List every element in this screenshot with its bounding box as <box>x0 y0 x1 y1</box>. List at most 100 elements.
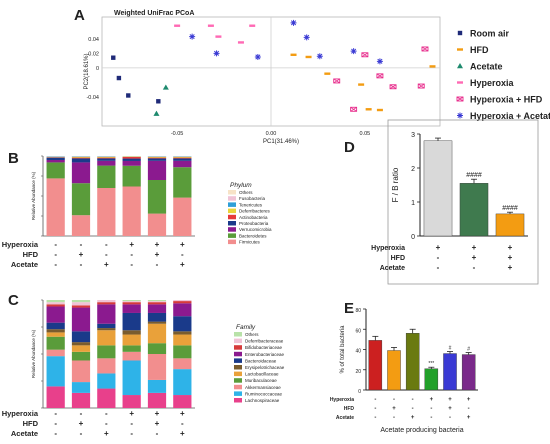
group-sign-hyperoxia: + <box>508 243 513 252</box>
stack-segment-firmicutes <box>97 188 116 236</box>
stack-legend-title: Family <box>236 324 256 331</box>
stack-segment-lachnospiraceae <box>97 388 116 408</box>
stack-segment-bifidobacteriaceae <box>147 302 167 305</box>
legend-marker-hyperoxia <box>457 81 463 84</box>
bar-y-tick-label: 0 <box>358 389 361 395</box>
pcoa-point-hyperoxia-acetate <box>189 33 196 40</box>
stack-segment-bifidobacteriaceae <box>173 301 192 304</box>
marker-box <box>361 52 369 58</box>
legend-swatch-lachnospiraceae <box>234 398 242 403</box>
stack-segment-bifidobacteriaceae <box>97 302 116 305</box>
row-label-hyperoxia: Hyperoxia <box>371 245 405 252</box>
legend-swatch-firmicutes <box>228 239 236 245</box>
stack-segment-others <box>147 300 167 302</box>
legend-swatch-enterobacteriaceae <box>234 351 242 357</box>
stack-segment-lachnospiraceae <box>122 395 141 408</box>
row-label-acetate: Acetate <box>380 265 405 272</box>
row-label-hyperoxia: Hyperoxia <box>2 240 39 249</box>
pcoa-point-hyperoxia-acetate <box>316 53 323 60</box>
legend-label-fusobacteria: Fusobacteria <box>239 196 266 201</box>
stack-segment-ruminococcaceae <box>147 379 167 393</box>
legend-swatch-actinobacteria <box>228 214 236 220</box>
group-sign-hfd: - <box>105 250 108 259</box>
group-sign-acetate: - <box>393 415 395 421</box>
pcoa-point-hyperoxia-hfd <box>376 73 384 79</box>
stack-segment-proteobacteria <box>147 158 167 161</box>
stack-segment-ruminococcaceae <box>46 356 65 387</box>
stack-segment-ruminococcaceae <box>173 369 192 396</box>
stack-segment-erysipelotrichaceae <box>122 330 141 335</box>
group-sign-hfd: - <box>412 406 414 412</box>
legend-label-firmicutes: Firmicutes <box>239 240 261 245</box>
pcoa-y-tick-label: 0.02 <box>88 51 99 57</box>
stack-segment-bacteroidetes <box>173 167 192 198</box>
legend-swatch-muribaculaceae <box>234 378 242 383</box>
stack-segment-erysipelotrichaceae <box>71 342 91 346</box>
legend-swatch-bacteroidaceae <box>234 358 242 363</box>
legend-label-deferribacteres: Deferribacteres <box>239 209 271 214</box>
marker-box <box>389 84 397 90</box>
panel-letter-c: C <box>8 292 19 309</box>
group-sign-hyperoxia: + <box>155 409 160 418</box>
group-sign-acetate: - <box>80 429 83 438</box>
pcoa-y-tick-label: -0.04 <box>86 95 99 101</box>
group-sign-hyperoxia: + <box>472 243 477 252</box>
group-sign-hyperoxia: + <box>180 409 185 418</box>
panel-letter-b: B <box>8 150 19 167</box>
legend-swatch-erysipelotrichaceae <box>234 365 242 370</box>
stack-segment-bacteroidetes <box>97 165 116 188</box>
stack-segment-ruminococcaceae <box>122 360 141 396</box>
legend-swatch-ruminococcaceae <box>234 391 242 396</box>
group-sign-acetate: - <box>437 263 440 272</box>
pcoa-point-hyperoxia <box>207 24 214 27</box>
stack-segment-akkermansiaceae <box>46 349 65 357</box>
stack-segment-bifidobacteriaceae <box>71 305 91 308</box>
bar-y-axis-label: % of total bacteria <box>340 325 346 374</box>
stack-segment-bacteroidetes <box>46 162 65 179</box>
bar-y-axis-label: F / B ratio <box>391 167 400 202</box>
marker-cross <box>350 106 357 112</box>
legend-label-verrucomicrobia: Verrucomicrobia <box>239 227 272 232</box>
marker-cross <box>361 52 369 58</box>
stack-segment-lactobacillaceae <box>46 332 65 337</box>
stack-segment-erysipelotrichaceae <box>173 331 192 335</box>
stack-segment-verrucomicrobia <box>147 160 167 180</box>
stack-segment-akkermansiaceae <box>97 358 116 374</box>
bar <box>424 368 439 391</box>
legend-label-actinobacteria: Actinobacteria <box>239 215 268 220</box>
legend-marker-acetate <box>457 63 463 69</box>
legend-label-hyperoxia-acetate: Hyperoxia + Acetate <box>470 111 550 121</box>
stack-segment-lachnospiraceae <box>147 392 167 408</box>
group-sign-hyperoxia: - <box>105 240 108 249</box>
bar <box>423 140 453 237</box>
stack-segment-bacteroidetes <box>122 165 141 187</box>
group-sign-hyperoxia: - <box>412 397 414 403</box>
row-label-hfd: HFD <box>23 250 39 259</box>
row-label-hfd: HFD <box>344 406 355 412</box>
stack-segment-enterobacteriaceae <box>97 304 116 324</box>
stack-segment-bacteroidaceae <box>122 312 141 331</box>
group-sign-acetate: + <box>411 415 415 421</box>
pcoa-point-hyperoxia <box>215 35 222 38</box>
pcoa-x-axis-label: PC1(31.46%) <box>263 139 299 145</box>
stack-segment-deferribacteres <box>147 156 167 158</box>
stack-segment-deferribacteres <box>173 156 192 158</box>
pcoa-point-hyperoxia-hfd <box>389 84 397 90</box>
stack-segment-proteobacteria <box>71 158 91 163</box>
legend-label-others: Others <box>239 190 253 195</box>
stack-segment-verrucomicrobia <box>46 160 65 163</box>
bar <box>495 213 525 237</box>
bar-y-tick-label: 3 <box>411 132 415 139</box>
group-sign-hyperoxia: + <box>129 409 134 418</box>
legend-label-deferribacteraceae: Deferribacteraceae <box>245 339 284 344</box>
legend-swatch-bacteroidetes <box>228 233 236 238</box>
bar-y-tick-label: 0 <box>411 234 415 241</box>
pcoa-point-room-air <box>111 55 116 60</box>
stack-segment-ruminococcaceae <box>71 382 91 393</box>
legend-marker-room-air <box>457 30 463 36</box>
bar <box>405 333 420 391</box>
stack-segment-deferribacteraceae <box>147 301 167 303</box>
group-sign-hfd: - <box>468 406 470 412</box>
legend-label-akkermansiaceae: Akkermansiaceae <box>245 385 281 390</box>
stack-segment-actinobacteria <box>71 157 91 159</box>
